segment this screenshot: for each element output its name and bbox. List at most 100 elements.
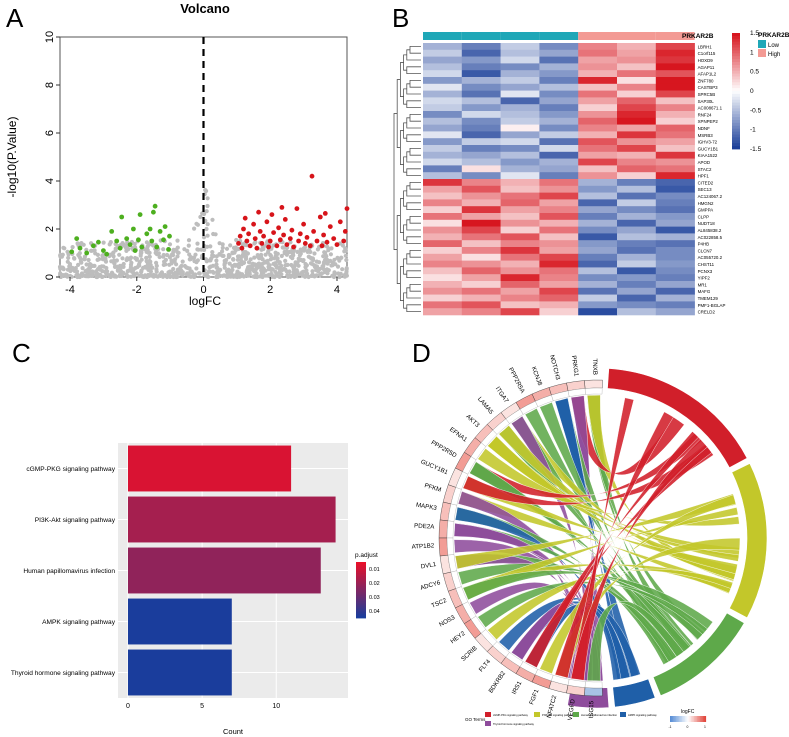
volcano-up-point (269, 212, 275, 218)
heatmap-group-cell-low (539, 32, 579, 40)
volcano-ns-point (58, 265, 63, 270)
volcano-down-point (144, 231, 150, 237)
heatmap-cell (578, 124, 618, 132)
logfc-tick: 1 (704, 725, 706, 729)
chord-term-arc (607, 368, 748, 468)
volcano-ns-point (187, 266, 192, 271)
heatmap-gene-label: PCNX3 (698, 269, 713, 274)
volcano-ns-point (138, 253, 143, 258)
volcano-ns-point (144, 255, 149, 260)
chord-gene-inner (535, 669, 554, 682)
colorbar-tick: 1.5 (750, 30, 759, 37)
volcano-ns-point (161, 247, 166, 252)
legend-step (356, 588, 366, 591)
volcano-down-point (119, 214, 125, 220)
volcano-ns-point (185, 271, 190, 276)
volcano-down-point (147, 226, 153, 232)
colorbar-step (732, 93, 740, 98)
chord-gene-inner (455, 586, 469, 605)
volcano-ylabel: -log10(P.Value) (5, 117, 19, 198)
volcano-ns-point (226, 267, 231, 272)
volcano-ns-point (314, 273, 319, 278)
volcano-ns-point (301, 246, 306, 251)
volcano-ns-point (342, 249, 347, 254)
chord-gene-inner (446, 537, 455, 556)
heatmap-cell (461, 63, 501, 71)
heatmap-cell (500, 179, 540, 187)
volcano-ns-point (110, 251, 115, 257)
volcano-up-point (327, 224, 333, 230)
volcano-ns-point (61, 245, 66, 250)
heatmap-gene-label: MAFG (698, 289, 711, 294)
heatmap-cell (423, 70, 463, 78)
heatmap-cell (461, 43, 501, 51)
heatmap-cell (578, 308, 618, 316)
volcano-ns-point (248, 257, 253, 262)
heatmap-cell (578, 63, 618, 71)
heatmap-cell (539, 83, 579, 91)
heatmap-cell (461, 145, 501, 153)
volcano-ns-point (281, 245, 286, 250)
heatmap-cell (500, 138, 540, 146)
volcano-ns-point (82, 256, 87, 261)
heatmap-cell (461, 240, 501, 248)
heatmap-cell (423, 240, 463, 248)
chord-ribbon (524, 431, 699, 668)
volcano-up-point (246, 231, 252, 237)
heatmap-cell (500, 287, 540, 295)
heatmap-cell (655, 179, 695, 187)
volcano-ns-point (328, 252, 333, 257)
heatmap-cell (655, 138, 695, 146)
bar-3 (128, 598, 232, 645)
colorbar-step (732, 38, 740, 43)
volcano-ns-point (154, 263, 159, 268)
volcano-ns-point (288, 240, 293, 245)
colorbar-step (732, 44, 740, 48)
volcano-ns-point (99, 264, 104, 269)
heatmap-cell (500, 219, 540, 227)
dendrogram-branch (409, 114, 421, 122)
heatmap-cell (578, 145, 618, 153)
heatmap-cell (655, 260, 695, 268)
legend-step (356, 565, 366, 568)
volcano-ns-point (245, 251, 250, 256)
heatmap-cell (655, 308, 695, 316)
colorbar-tick: -1 (750, 127, 756, 134)
volcano-up-point (257, 229, 263, 234)
volcano-ns-point (72, 256, 77, 261)
heatmap-cell (500, 213, 540, 221)
bar-padjust-legend: 0.01 0.02 0.03 0.04 (356, 562, 380, 619)
heatmap-gene-label: SAP30L (698, 99, 715, 104)
volcano-ns-point (146, 272, 151, 277)
volcano-down-point (137, 212, 143, 218)
volcano-ns-point (195, 241, 200, 246)
heatmap-gene-label: GMPPA (698, 208, 714, 213)
heatmap-cell (539, 138, 579, 146)
heatmap-cell (500, 117, 540, 125)
panel-letter-a: A (6, 3, 24, 33)
chord-gene-label: KCNJ8 (530, 366, 544, 387)
bar-category-label: AMPK signaling pathway (42, 619, 116, 626)
colorbar-step (732, 134, 740, 138)
volcano-up-point (337, 219, 343, 225)
volcano-ns-point (145, 248, 150, 253)
volcano-ns-point (67, 263, 72, 269)
dendrogram-branch (406, 185, 421, 197)
logfc-tick: 0 (687, 725, 689, 729)
chord-term-arc (729, 463, 768, 619)
heatmap-cell (617, 253, 657, 261)
volcano-up-point (282, 217, 288, 222)
volcano-down-point (96, 239, 101, 245)
heatmap-cell (461, 90, 501, 98)
dendrogram-branch (409, 148, 421, 156)
heatmap-cell (461, 247, 501, 255)
heatmap-cell (655, 90, 695, 98)
volcano-ns-point (139, 270, 144, 275)
volcano-ns-point (66, 252, 71, 257)
volcano-ns-point (77, 255, 82, 260)
volcano-ns-point (203, 187, 208, 193)
colorbar-step (732, 99, 740, 103)
colorbar-step (732, 114, 740, 118)
heatmap-cell (578, 83, 618, 91)
volcano-ns-point (335, 264, 341, 269)
